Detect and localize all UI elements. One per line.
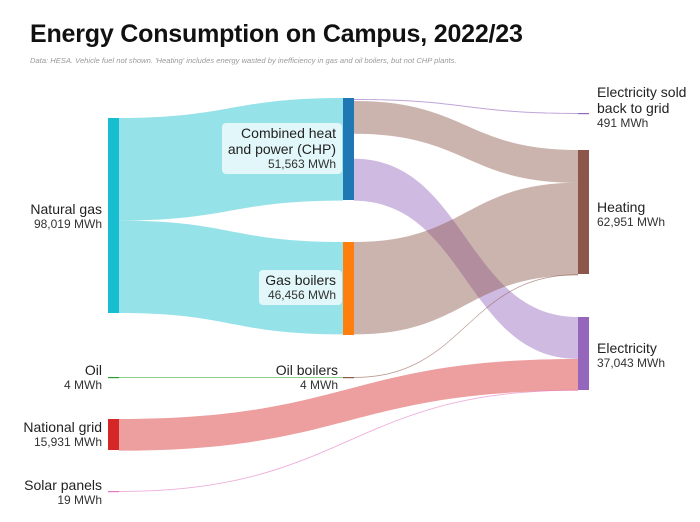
node-natural-gas	[108, 118, 119, 313]
link-solar-to-electricity	[119, 389, 578, 492]
node-label-chp: Combined heat and power (CHP) 51,563 MWh	[221, 123, 342, 174]
link-chp-to-electricity	[354, 158, 578, 359]
node-electricity	[578, 317, 589, 390]
node-national-grid	[108, 419, 119, 450]
node-label-gas-boilers: Gas boilers 46,456 MWh	[259, 270, 342, 305]
link-chp-to-heating	[354, 101, 578, 183]
node-label-oil-boilers: Oil boilers 4 MWh	[275, 362, 338, 392]
link-oil-to-oil-boilers	[119, 377, 343, 378]
node-label-electricity-sold: Electricity sold back to grid 491 MWh	[597, 84, 687, 130]
chart-title: Energy Consumption on Campus, 2022/23	[30, 20, 523, 48]
node-label-national-grid: National grid 15,931 MWh	[23, 419, 102, 449]
sankey-links	[119, 98, 578, 492]
node-solar	[108, 491, 119, 493]
node-oil-boilers	[343, 377, 354, 379]
node-heating	[578, 150, 589, 274]
node-label-natural-gas: Natural gas 98,019 MWh	[30, 201, 102, 231]
sankey-nodes	[108, 98, 589, 493]
chart-subtitle: Data: HESA. Vehicle fuel not shown. 'Hea…	[30, 56, 457, 65]
node-gas-boilers	[343, 242, 354, 335]
node-label-heating: Heating 62,951 MWh	[597, 199, 666, 229]
link-natural-gas-to-gas-boilers	[119, 220, 343, 335]
node-label-solar-panels: Solar panels 19 MWh	[24, 477, 102, 507]
link-gas-boilers-to-heating	[354, 182, 578, 335]
node-label-oil: Oil 4 MWh	[63, 362, 102, 392]
node-chp	[343, 98, 354, 200]
node-label-electricity: Electricity 37,043 MWh	[597, 340, 666, 370]
link-chp-to-sold	[354, 99, 578, 114]
link-national-grid-to-electricity	[119, 358, 578, 451]
link-oil-boilers-to-heating	[354, 274, 578, 378]
node-oil	[108, 377, 119, 379]
node-sold	[578, 113, 589, 115]
